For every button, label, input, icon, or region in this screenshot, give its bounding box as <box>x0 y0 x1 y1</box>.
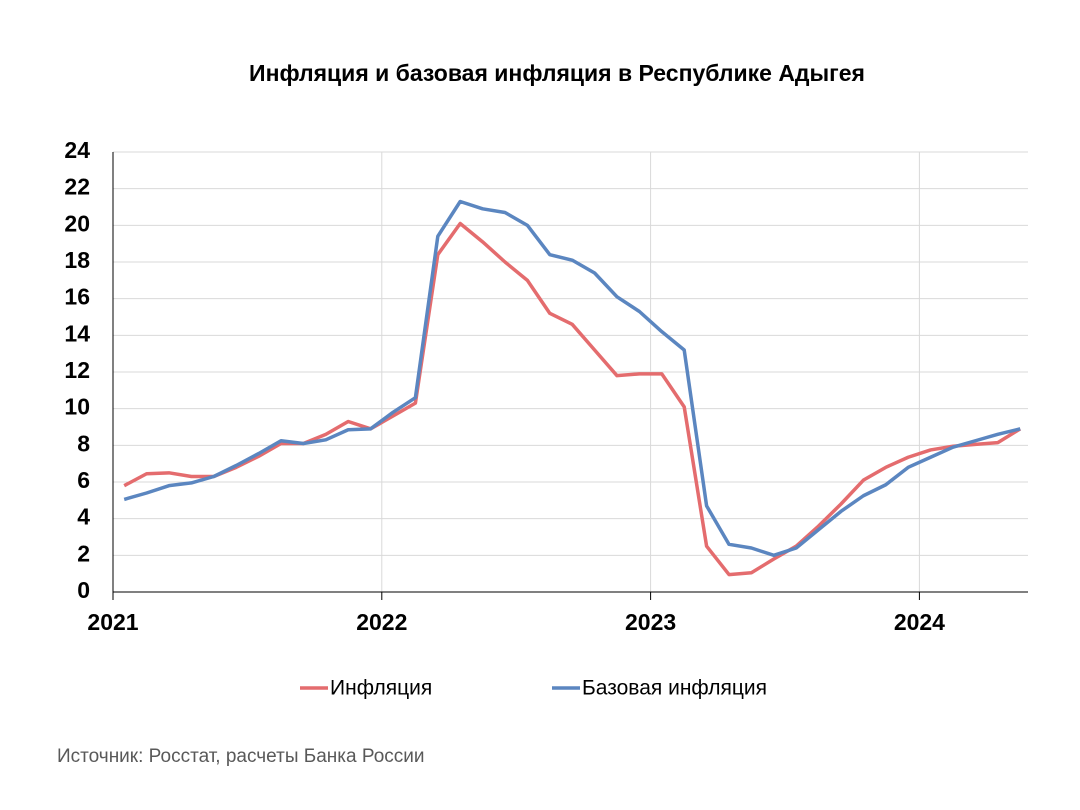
y-tick-label: 0 <box>77 577 90 603</box>
legend-label: Инфляция <box>330 677 432 700</box>
y-tick-label: 4 <box>77 504 90 530</box>
y-tick-label: 24 <box>64 137 90 163</box>
y-tick-label: 18 <box>64 247 90 273</box>
x-tick-label: 2024 <box>894 609 945 635</box>
y-tick-label: 16 <box>64 284 90 310</box>
source-note: Источник: Росстат, расчеты Банка России <box>57 746 425 767</box>
y-tick-label: 22 <box>64 174 90 200</box>
y-tick-label: 10 <box>64 394 90 420</box>
legend-label: Базовая инфляция <box>582 677 767 700</box>
y-tick-label: 6 <box>77 467 90 493</box>
x-tick-label: 2021 <box>87 609 138 635</box>
y-tick-label: 2 <box>77 540 90 566</box>
x-tick-label: 2022 <box>356 609 407 635</box>
series-line <box>123 199 1021 558</box>
y-tick-label: 12 <box>64 357 90 383</box>
y-tick-label: 20 <box>64 210 90 236</box>
y-tick-label: 14 <box>64 320 90 346</box>
series-line <box>123 221 1022 577</box>
chart-title: Инфляция и базовая инфляция в Республике… <box>249 60 865 86</box>
x-tick-label: 2023 <box>625 609 676 635</box>
y-tick-label: 8 <box>77 430 90 456</box>
